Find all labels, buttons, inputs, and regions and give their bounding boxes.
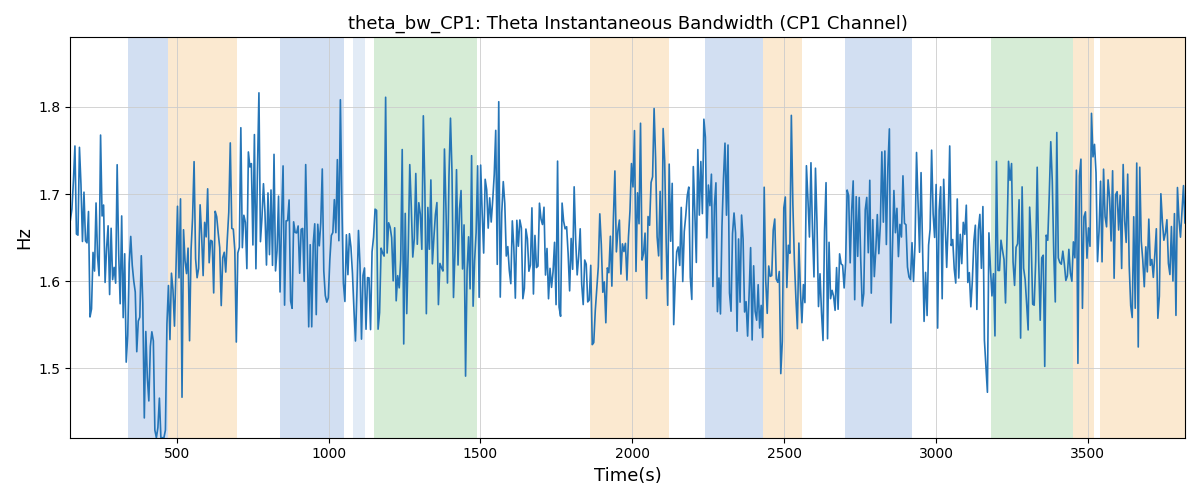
Bar — [168, 38, 238, 438]
Bar — [589, 38, 668, 438]
Bar — [1073, 38, 1094, 438]
Bar — [353, 38, 365, 438]
Bar — [845, 38, 912, 438]
X-axis label: Time(s): Time(s) — [594, 467, 661, 485]
Bar — [374, 38, 478, 438]
Bar — [1100, 38, 1186, 438]
Bar — [763, 38, 803, 438]
Bar — [128, 38, 168, 438]
Y-axis label: Hz: Hz — [14, 226, 32, 249]
Bar — [991, 38, 1073, 438]
Bar — [280, 38, 343, 438]
Title: theta_bw_CP1: Theta Instantaneous Bandwidth (CP1 Channel): theta_bw_CP1: Theta Instantaneous Bandwi… — [348, 15, 907, 34]
Bar — [706, 38, 763, 438]
